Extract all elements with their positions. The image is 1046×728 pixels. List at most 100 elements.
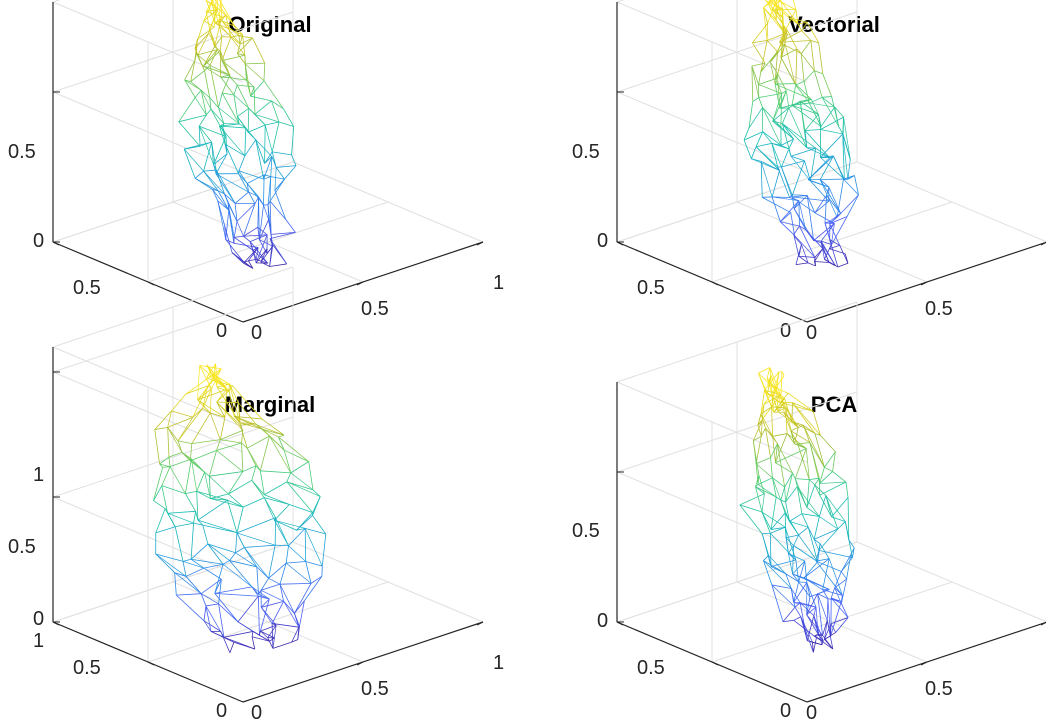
mesh-edge [792,402,814,412]
mesh-edge [803,70,815,82]
mesh-edge [237,53,245,56]
mesh-edge [803,424,816,434]
mesh-edge [801,22,808,31]
mesh-edge [250,80,265,97]
mesh-edge [206,9,218,12]
mesh-edge [772,107,790,122]
mesh-edge [793,581,800,603]
mesh-edge [155,553,184,562]
mesh-edge [203,50,221,67]
mesh-edge [829,248,846,255]
mesh-edge [190,70,205,82]
mesh-edge [269,231,296,239]
mesh-edge [752,420,763,441]
mesh-edge [808,102,822,127]
mesh-edge [794,448,807,479]
mesh-edge [296,515,313,531]
mesh-edge [780,371,783,395]
mesh-edge [250,95,272,102]
mesh-edge [262,428,285,436]
mesh-edge [794,427,799,444]
mesh-edge [221,54,245,62]
mesh-edge [793,545,818,563]
grid-line [711,581,953,663]
mesh-edge [207,374,230,392]
mesh-edge [238,35,253,39]
mesh-edge [210,108,225,124]
mesh-edge [824,222,831,240]
mesh-edge [822,589,829,599]
mesh-edge [806,147,816,149]
mesh-edge [758,97,763,108]
mesh-edge [207,543,236,554]
mesh-edge [854,175,859,195]
mesh-edge [244,63,252,97]
mesh-edge [757,394,782,426]
mesh-edge [263,174,265,206]
grid-line [292,541,484,623]
mesh-edge [209,65,219,108]
mesh-edge [185,458,192,494]
mesh-edge [197,399,226,418]
mesh-edge [210,498,228,501]
mesh-edge [278,121,294,127]
mesh-edge [182,558,192,562]
mesh-edge [203,49,218,67]
mesh-edge [236,507,244,534]
mesh-edge [229,560,253,588]
mesh-edge [210,0,220,24]
mesh-edge [229,552,236,561]
mesh-edge [221,92,240,125]
mesh-edge [780,221,795,235]
mesh-edge [299,600,305,627]
mesh-edge [820,155,834,158]
mesh-edge [771,584,784,622]
mesh-edge [197,54,211,66]
mesh-edge [829,239,840,246]
mesh-edge [153,467,164,501]
mesh-edge [758,72,762,85]
mesh-edge [779,9,797,43]
mesh-edge [779,30,802,43]
mesh-edge [755,475,760,487]
mesh-edge [184,79,202,91]
mesh-edge [242,34,246,56]
mesh-edge [819,481,846,484]
mesh-edge [260,624,277,632]
mesh-edge [236,517,276,534]
mesh-edge [750,146,757,159]
mesh-edge [191,439,221,445]
mesh-edge [169,458,192,468]
mesh-edge [304,528,307,562]
mesh-edge [824,639,834,650]
mesh-edge [196,490,228,501]
mesh-edge [783,412,792,431]
mesh-edge [267,625,277,638]
mesh-edge [798,526,809,536]
mesh-edge [269,200,287,220]
mesh-edge [286,481,314,513]
mesh-edge [788,553,797,561]
mesh-edge [760,40,768,73]
mesh-edge [810,40,815,71]
mesh-edge [788,553,793,575]
mesh-edge [764,390,772,407]
mesh-edge [220,76,235,96]
mesh-edge [274,520,289,546]
mesh-edge [795,478,810,481]
mesh-edge [269,178,285,202]
mesh-edge [258,204,264,240]
y-tick [711,661,719,666]
mesh-edge [224,143,246,157]
mesh-edge [790,430,799,445]
mesh-edge [757,477,773,485]
mesh-edge [788,100,801,109]
mesh-edge [820,133,844,158]
mesh-edge [821,97,839,127]
mesh-edge [797,442,810,445]
mesh-edge [269,435,292,474]
mesh-edge [816,560,842,572]
mesh-edge [824,244,832,260]
mesh-edge [264,481,288,496]
mesh-edge [269,176,272,202]
